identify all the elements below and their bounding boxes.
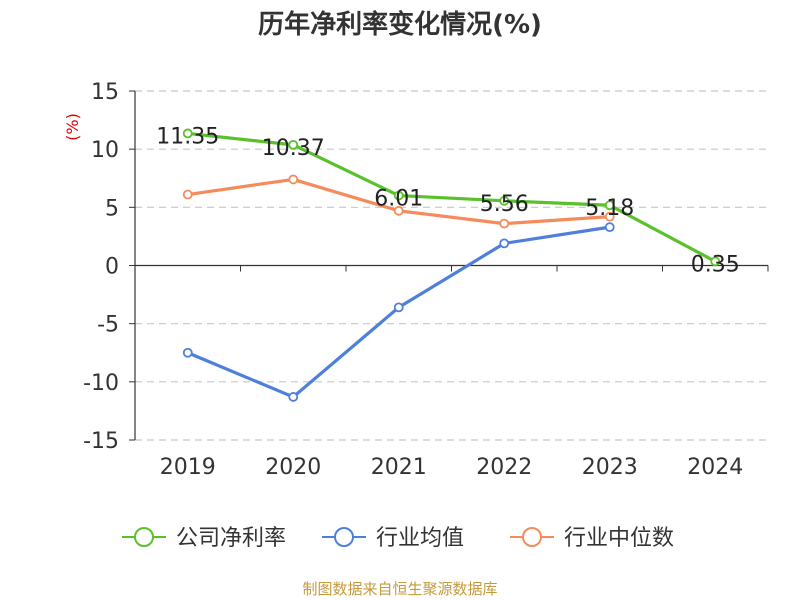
data-labels: 11.35 10.37 6.01 5.56 5.18 0.35 [156, 124, 739, 277]
x-tick-label: 2022 [476, 455, 532, 480]
data-point [393, 205, 404, 216]
data-label: 10.37 [262, 136, 325, 161]
data-point [604, 211, 615, 222]
legend-item[interactable]: 行业中位数 [510, 526, 674, 551]
axes [129, 90, 769, 441]
y-tick-label: -10 [83, 371, 119, 396]
x-tick-label: 2023 [582, 455, 638, 480]
data-point [499, 195, 510, 206]
data-label: 5.18 [585, 196, 634, 221]
legend-label: 行业均值 [376, 526, 464, 551]
data-point [604, 222, 615, 233]
data-point [604, 200, 615, 211]
data-point [499, 238, 510, 249]
data-label: 5.56 [480, 192, 529, 217]
data-point [393, 190, 404, 201]
y-tick-label: 10 [91, 138, 119, 163]
y-tick-label: 5 [105, 196, 119, 221]
source-note: 制图数据来自恒生聚源数据库 [302, 580, 497, 598]
y-tick-label: -15 [83, 429, 119, 454]
y-tick-label: 15 [91, 80, 119, 105]
data-point [710, 256, 721, 267]
x-tick-labels: 2019 2020 2021 2022 2023 2024 [160, 455, 744, 480]
y-axis-label: (%) [63, 113, 82, 141]
data-point [182, 347, 193, 358]
data-point [288, 139, 299, 150]
data-point [288, 174, 299, 185]
data-point [393, 302, 404, 313]
y-tick-labels: 15 10 5 0 -5 -10 -15 [83, 80, 119, 454]
series-lines [182, 128, 721, 402]
data-label: 11.35 [156, 124, 219, 149]
data-label: 6.01 [374, 187, 423, 212]
y-tick-label: 0 [105, 255, 119, 280]
data-point [499, 218, 510, 229]
y-tick-label: -5 [97, 313, 119, 338]
data-point [182, 128, 193, 139]
x-tick-label: 2024 [687, 455, 743, 480]
x-tick-label: 2019 [160, 455, 216, 480]
legend-label: 行业中位数 [564, 526, 674, 551]
x-tick-label: 2021 [371, 455, 427, 480]
legend-marker [334, 527, 354, 547]
grid-lines [135, 90, 768, 441]
legend[interactable]: 公司净利率 行业均值 行业中位数 [122, 526, 674, 551]
legend-marker [522, 527, 542, 547]
legend-marker [134, 527, 154, 547]
data-point [288, 392, 299, 402]
data-point [182, 189, 193, 200]
x-tick-label: 2020 [265, 455, 321, 480]
legend-item[interactable]: 公司净利率 [122, 526, 286, 551]
series-line [187, 131, 717, 263]
chart-title: 历年净利率变化情况(%) [258, 9, 542, 40]
data-label: 0.35 [691, 252, 740, 277]
legend-label: 公司净利率 [176, 526, 286, 551]
legend-item[interactable]: 行业均值 [322, 526, 464, 551]
